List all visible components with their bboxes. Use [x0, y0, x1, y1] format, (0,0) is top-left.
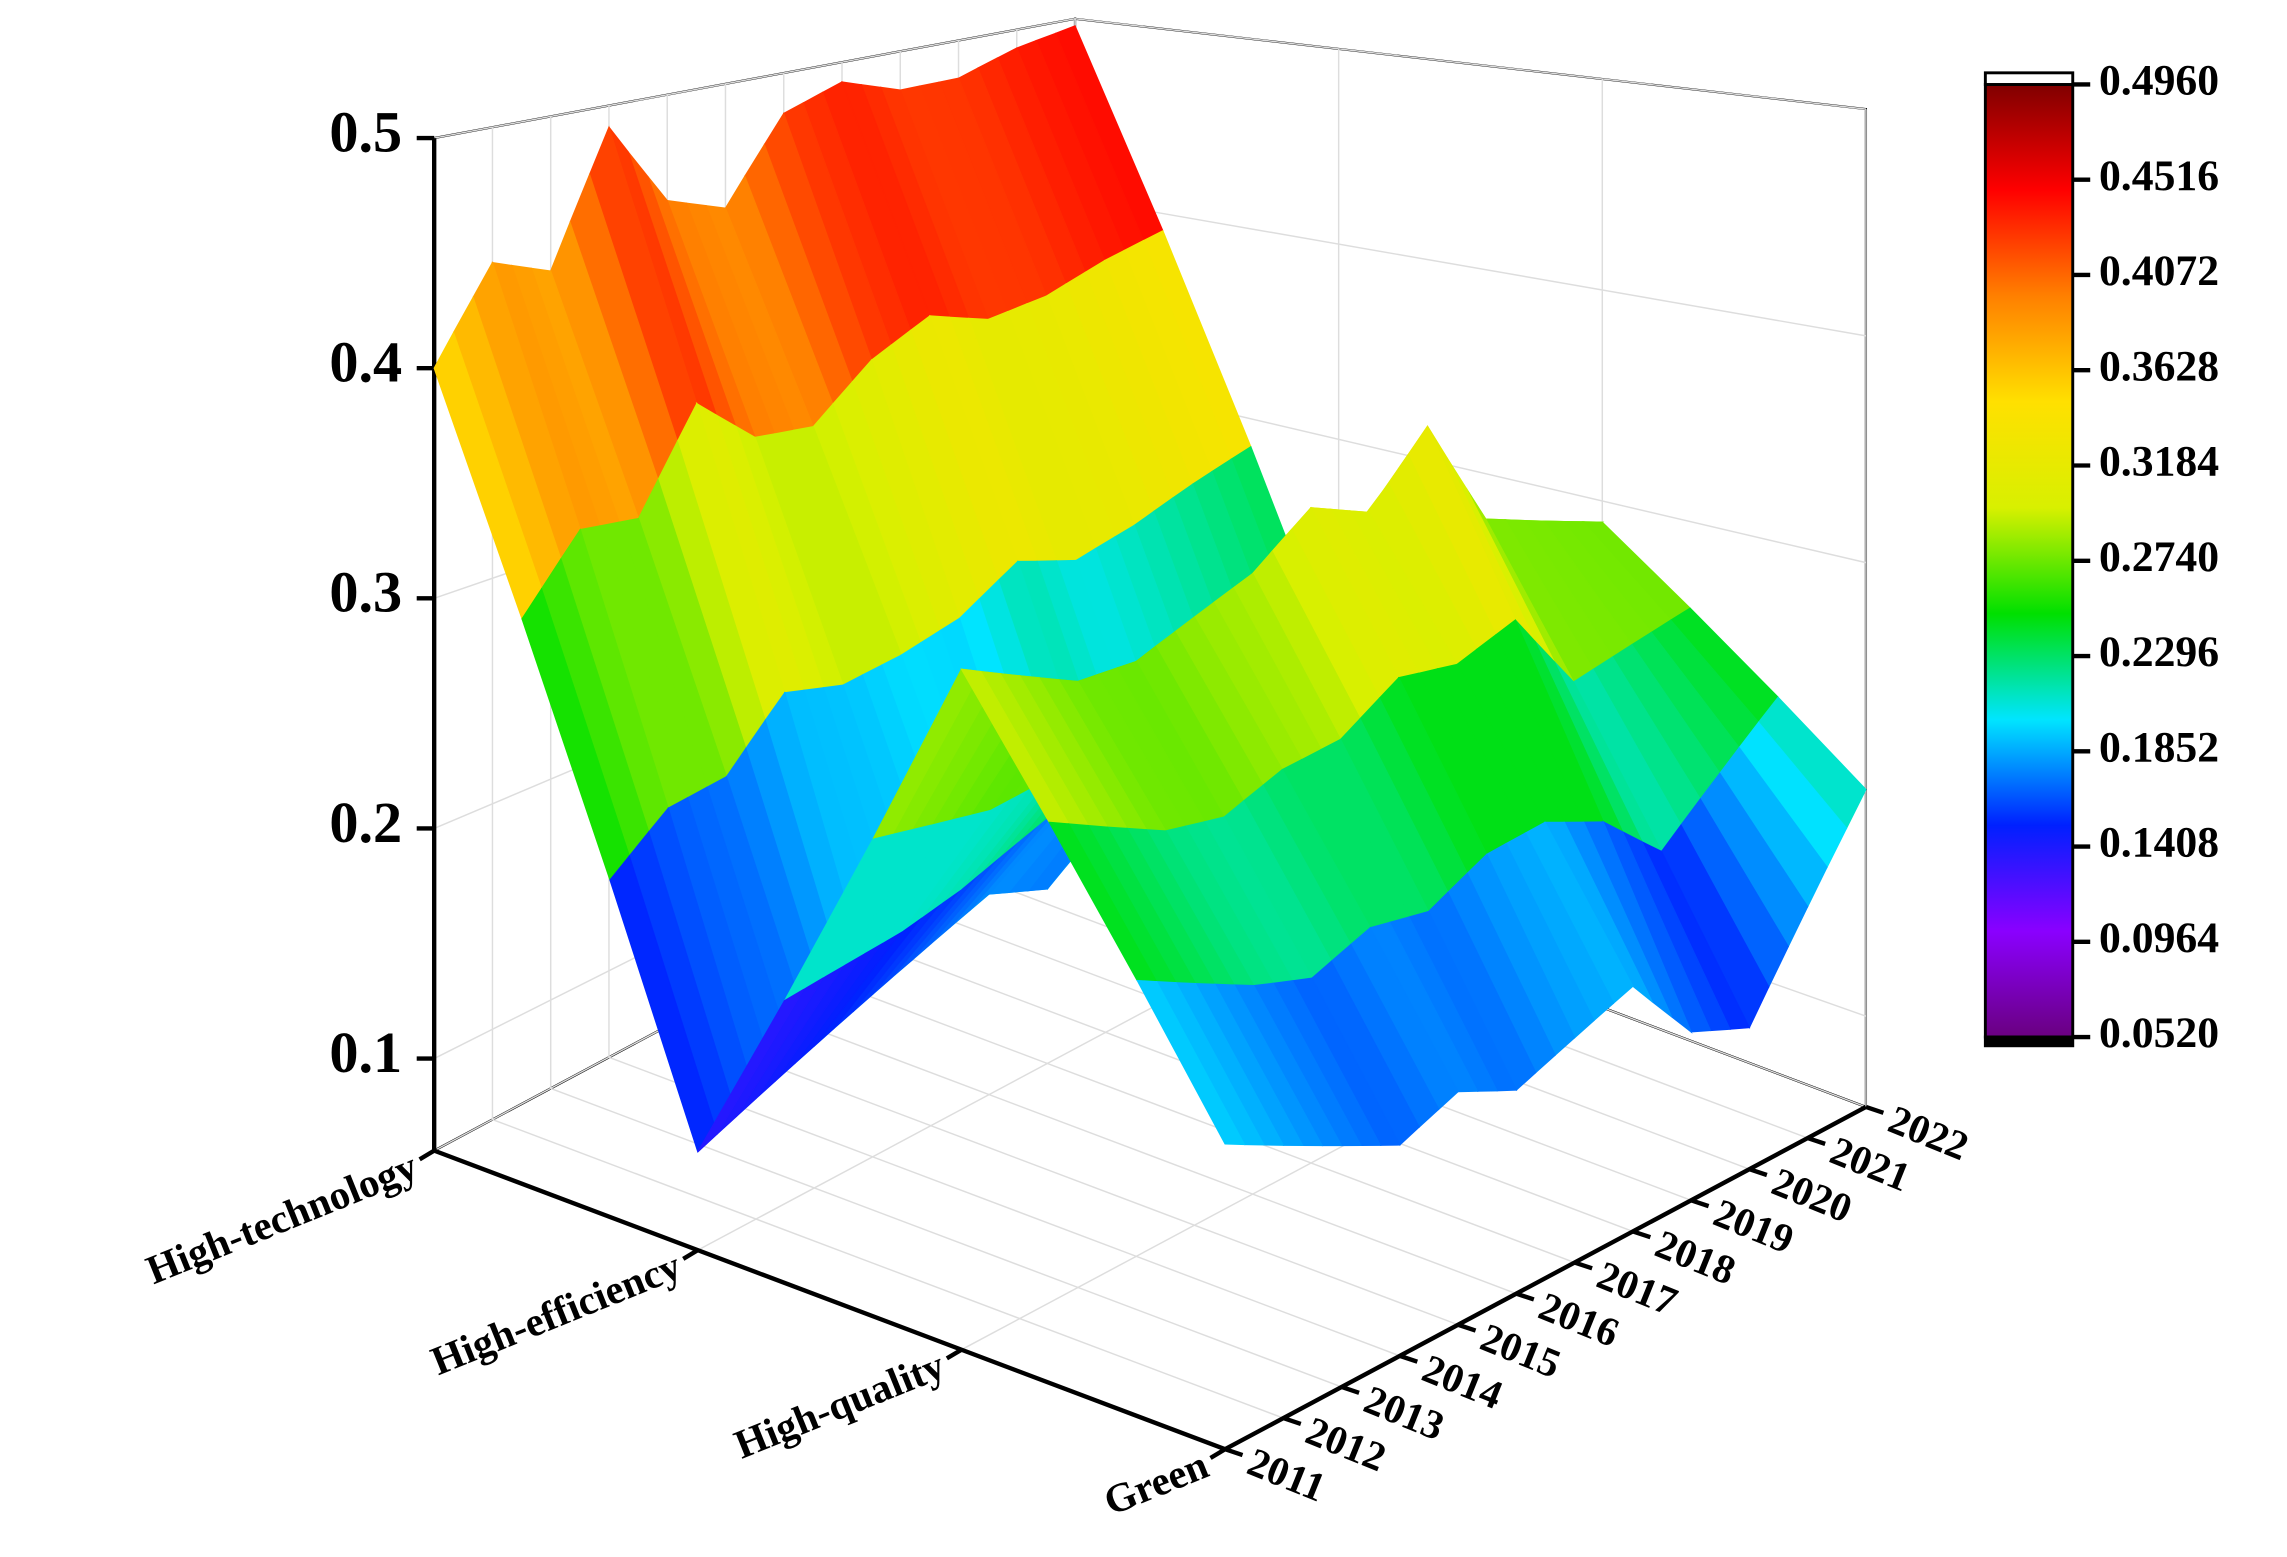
- colorbar-cap: [1983, 71, 2075, 86]
- year-tick: [1282, 1416, 1302, 1427]
- year-tick: [1224, 1447, 1244, 1458]
- category-axis: [433, 1148, 1226, 1452]
- year-tick: [1573, 1260, 1593, 1271]
- colorbar-label: 0.0964: [2099, 914, 2219, 962]
- year-tick: [1340, 1384, 1360, 1395]
- colorbar-label: 0.2740: [2099, 533, 2219, 581]
- colorbar-label: 0.0520: [2099, 1009, 2219, 1057]
- grid-line: [725, 994, 1517, 1295]
- year-tick: [1690, 1198, 1710, 1209]
- grid-line: [666, 1025, 1459, 1326]
- colorbar: [1983, 83, 2075, 1039]
- colorbar-label: 0.1852: [2099, 723, 2219, 771]
- category-tick: [945, 1347, 963, 1361]
- category-tick: [682, 1248, 699, 1261]
- colorbar-label: 0.4960: [2099, 57, 2219, 105]
- grid-line: [550, 1087, 1342, 1388]
- z-tick-label: 0.1: [329, 1020, 402, 1085]
- z-tick-label: 0.5: [329, 99, 402, 164]
- colorbar-cap: [1983, 1035, 2075, 1048]
- colorbar-label: 0.3628: [2099, 342, 2219, 390]
- grid-line: [434, 18, 1867, 139]
- surface: [433, 25, 1867, 1153]
- colorbar-label: 0.3184: [2099, 438, 2219, 486]
- colorbar-label: 0.4516: [2099, 152, 2219, 200]
- year-tick: [1399, 1353, 1419, 1364]
- grid-line: [783, 963, 1575, 1264]
- colorbar-label: 0.2296: [2099, 628, 2219, 676]
- year-tick: [1515, 1291, 1535, 1302]
- year-tick: [1632, 1229, 1652, 1240]
- colorbar-label: 0.1408: [2099, 819, 2219, 867]
- year-tick: [1748, 1167, 1768, 1178]
- year-tick: [1457, 1322, 1477, 1333]
- grid-line: [492, 1118, 1284, 1419]
- z-tick-label: 0.2: [329, 790, 402, 855]
- category-tick: [418, 1148, 436, 1162]
- category-label: High-quality: [728, 1342, 951, 1467]
- surface-patch: [1136, 979, 1246, 1146]
- category-label: High-technology: [140, 1143, 424, 1292]
- category-tick: [1209, 1447, 1227, 1460]
- category-label: Green: [1098, 1442, 1215, 1524]
- colorbar-label: 0.4072: [2099, 247, 2219, 295]
- year-tick: [1806, 1135, 1826, 1146]
- year-axis: [1224, 1105, 1867, 1452]
- z-tick-label: 0.3: [329, 560, 402, 625]
- year-tick: [1865, 1104, 1885, 1115]
- category-label: High-efficiency: [425, 1243, 687, 1384]
- z-tick-label: 0.4: [329, 330, 402, 395]
